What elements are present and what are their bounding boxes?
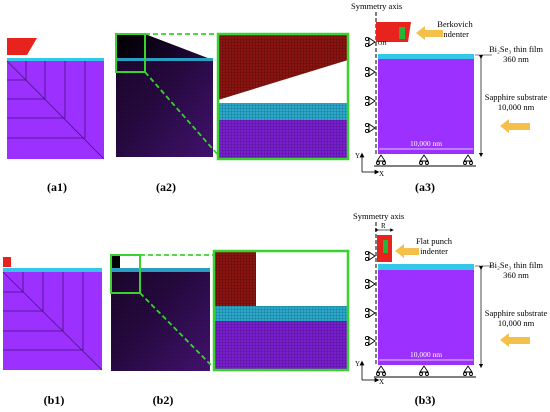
indenter-mesh-white (145, 34, 213, 60)
mesh-overlay (116, 60, 213, 157)
load-arrow-indenter (395, 244, 419, 258)
indenter-label-line2: indenter (441, 29, 469, 39)
flat-punch-shape (3, 257, 11, 267)
film-label-line1: Bi₂Se₃ thin film (489, 44, 543, 54)
axis-y-label: Y (355, 360, 360, 368)
zoom-inset-frame (216, 32, 350, 161)
schematic-b: Symmetry axis R Flat punch indenter Bi₂S… (353, 211, 548, 386)
panel-b1 (2, 257, 103, 371)
mesh-partition-lines (2, 271, 103, 371)
indenter-green-marker (383, 240, 388, 253)
radius-label: R (381, 222, 386, 230)
coordinate-axes: Y X (355, 360, 384, 386)
substrate-region (378, 270, 474, 365)
flat-punch-mesh-zoomed (214, 251, 256, 306)
axis-x-label: X (379, 170, 384, 178)
schematic-a: Symmetry axis OH Berkovich indenter Bi₂S… (351, 1, 548, 178)
load-arrow-substrate (500, 333, 530, 347)
width-label: 10,000 nm (410, 139, 442, 148)
film-layer-mesh (111, 268, 210, 272)
zoom-inset-b (212, 249, 350, 372)
load-arrow-indenter (416, 26, 443, 40)
substrate-label-line1: Sapphire substrate (485, 308, 548, 318)
substrate-label-line2: 10,000 nm (498, 318, 535, 328)
panel-label-b1: (b1) (44, 393, 65, 407)
film-label-line2: 360 nm (503, 270, 529, 280)
indenter-mesh-zoomed (218, 34, 348, 100)
film-mesh-zoomed (214, 306, 348, 321)
film-layer (3, 268, 102, 272)
indenter-green-marker (399, 27, 405, 39)
film-mesh-zoomed (218, 103, 348, 120)
substrate-mesh-zoomed (218, 120, 348, 159)
substrate-label-line1: Sapphire substrate (485, 92, 548, 102)
symmetry-axis-label: Symmetry axis (353, 211, 404, 221)
axis-y-label: Y (355, 152, 360, 160)
zoom-connector-bottom (144, 71, 219, 156)
indenter-label-line1: Flat punch (416, 236, 453, 246)
panel-a2 (115, 33, 213, 157)
substrate-region (378, 59, 474, 154)
indenter-label-line2: indenter (420, 246, 448, 256)
zoom-source-box (110, 254, 141, 294)
film-label-line1: Bi₂Se₃ thin film (489, 260, 543, 270)
film-layer-mesh (116, 58, 213, 61)
width-label: 10,000 nm (410, 350, 442, 359)
panel-a1 (6, 38, 105, 160)
zoom-source-box (115, 33, 146, 73)
axis-x-label: X (379, 378, 384, 386)
bottom-roller-supports (374, 365, 476, 378)
zoom-connector-bottom (139, 292, 215, 369)
bottom-roller-supports (374, 154, 476, 167)
zoom-inset-frame (212, 249, 350, 372)
symmetry-axis-label: Symmetry axis (351, 1, 402, 11)
mesh-partition-lines (6, 60, 105, 160)
film-layer (378, 264, 474, 270)
white-gap-region (120, 255, 210, 268)
film-label-line2: 360 nm (503, 54, 529, 64)
panel-label-a3: (a3) (415, 180, 435, 194)
panel-label-a2: (a2) (156, 180, 176, 194)
berkovich-indenter-shape (7, 38, 37, 55)
side-roller-supports (364, 250, 376, 347)
film-layer (7, 58, 104, 61)
substrate-label-line2: 10,000 nm (498, 102, 535, 112)
coordinate-axes: Y X (355, 152, 384, 178)
panel-label-a1: (a1) (47, 180, 67, 194)
film-layer (378, 54, 474, 59)
berkovich-indenter (376, 22, 411, 42)
zoom-inset-a (216, 32, 350, 161)
panel-label-b3: (b3) (415, 393, 436, 407)
substrate-mesh-zoomed (214, 321, 348, 370)
mesh-overlay (111, 272, 210, 371)
side-roller-supports (364, 36, 376, 134)
panel-label-b2: (b2) (153, 393, 174, 407)
indenter-tag: OH (378, 41, 387, 47)
load-arrow-substrate (500, 119, 530, 133)
indenter-label-line1: Berkovich (437, 19, 473, 29)
